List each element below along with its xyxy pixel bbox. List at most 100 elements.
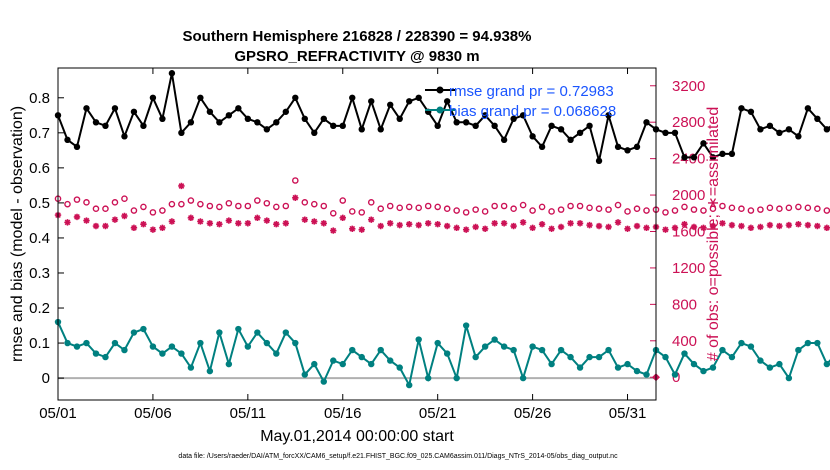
bias-point (814, 339, 821, 347)
obs-possible-point (282, 202, 290, 210)
series-lines (54, 70, 830, 389)
rmse-point (121, 133, 128, 140)
obs-assimilated-point (662, 226, 669, 233)
rmse-point (92, 119, 100, 126)
bias-point (700, 367, 707, 375)
obs-possible-point (700, 207, 707, 214)
x-tick-label: 05/11 (230, 405, 266, 422)
obs-assimilated-point (406, 221, 413, 228)
obs-assimilated-point (292, 194, 299, 201)
obs-assimilated-point (709, 222, 717, 230)
obs-possible-point (481, 208, 489, 215)
y2-tick-label: 800 (672, 296, 697, 313)
obs-possible-point (785, 204, 793, 212)
rmse-point (387, 101, 394, 108)
rmse-point (462, 119, 470, 126)
obs-possible-point (149, 209, 157, 216)
obs-assimilated-point (254, 214, 261, 222)
obs-assimilated-point (311, 218, 318, 225)
rmse-point (282, 108, 290, 115)
obs-assimilated-point (747, 224, 755, 232)
rmse-point (64, 136, 71, 144)
obs-assimilated-point (633, 222, 641, 230)
obs-assimilated-point (301, 216, 308, 223)
obs-assimilated-point (557, 223, 565, 231)
bias-point (728, 353, 736, 361)
obs-assimilated-point (690, 223, 698, 231)
obs-possible-point (462, 209, 470, 216)
obs-possible-point (624, 208, 631, 215)
bias-point (690, 360, 698, 368)
obs-possible-point (187, 197, 195, 204)
obs-possible-point (671, 207, 679, 214)
bias-point (254, 329, 261, 336)
bias-point (330, 357, 337, 364)
bias-point (358, 353, 365, 361)
rmse-point (529, 133, 536, 140)
obs-assimilated-point (235, 220, 242, 227)
obs-assimilated-point (396, 221, 403, 229)
obs-possible-point (111, 199, 119, 206)
rmse-point (690, 154, 698, 161)
bias-point (121, 346, 128, 354)
bias-point (481, 343, 489, 350)
obs-possible-point (292, 177, 299, 184)
rmse-point (235, 105, 242, 112)
obs-possible-point (709, 205, 717, 213)
obs-assimilated-point (159, 224, 166, 232)
obs-possible-point (738, 205, 745, 213)
obs-possible-point (254, 197, 261, 204)
obs-possible-point (64, 200, 71, 208)
obs-possible-point (795, 203, 802, 211)
obs-assimilated-point (92, 222, 100, 230)
obs-assimilated-point (443, 222, 451, 230)
obs-assimilated-point (671, 224, 679, 232)
obs-possible-point (83, 199, 90, 206)
rmse-point (614, 143, 622, 151)
obs-assimilated-point (349, 225, 356, 232)
rmse-point (728, 150, 736, 158)
obs-assimilated-point (804, 221, 812, 229)
obs-assimilated-point (263, 217, 271, 224)
bias-point (225, 360, 233, 368)
obs-possible-point (690, 206, 698, 213)
rmse-point (538, 143, 546, 151)
obs-assimilated-point (700, 224, 707, 232)
y2-tick-label: 2000 (672, 187, 705, 204)
obs-assimilated-point (244, 220, 252, 227)
obs-possible-point (719, 202, 726, 210)
obs-possible-point (823, 207, 830, 214)
obs-assimilated-point (785, 221, 793, 229)
obs-possible-point (225, 199, 233, 207)
rmse-point (671, 129, 679, 137)
obs-possible-point (367, 199, 375, 206)
bias-point (757, 357, 764, 364)
y2-axis-label: # of obs: o=possible; ∗=assimilated (705, 107, 722, 361)
rmse-point (709, 154, 717, 161)
bias-point (178, 350, 185, 357)
bias-point (443, 350, 451, 357)
obs-possible-point (519, 201, 527, 209)
obs-assimilated-point (83, 217, 90, 224)
x-tick-label: 05/06 (134, 405, 172, 422)
rmse-point (595, 157, 603, 165)
bias-point (643, 371, 650, 378)
bias-point (434, 339, 441, 347)
obs-possible-point (140, 203, 147, 211)
obs-possible-point (424, 202, 432, 210)
obs-assimilated-point (339, 214, 346, 222)
bias-point (823, 360, 830, 368)
bias-point (349, 346, 356, 354)
y-tick-label: 0 (42, 370, 50, 387)
obs-possible-point (206, 202, 214, 210)
bias-point (187, 364, 195, 371)
bias-point (785, 374, 793, 382)
rmse-point (481, 112, 489, 119)
bias-point (216, 329, 223, 336)
obs-possible-point (586, 204, 593, 212)
y-axis-ticks: 0 0.1 0.2 0.3 0.4 0.5 0.6 0.7 0.8 (29, 90, 64, 387)
obs-assimilated-point (586, 221, 593, 229)
obs-assimilated-point (320, 220, 327, 227)
obs-assimilated-point (330, 227, 337, 234)
